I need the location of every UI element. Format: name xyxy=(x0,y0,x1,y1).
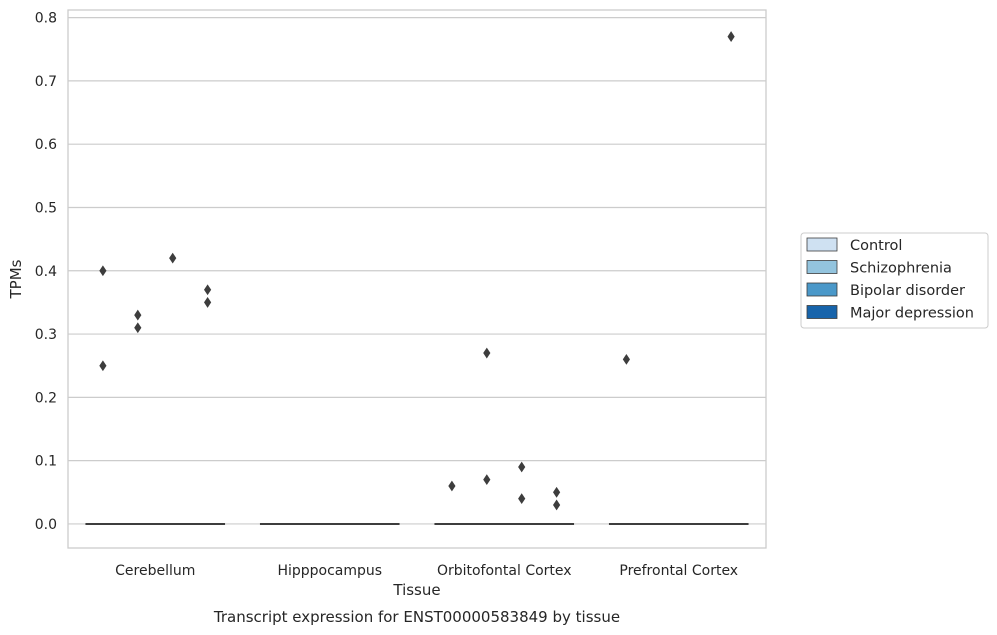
chart-caption: Transcript expression for ENST0000058384… xyxy=(213,608,620,626)
legend-swatch xyxy=(806,282,838,297)
legend-swatch xyxy=(806,237,838,252)
outlier-point xyxy=(134,322,142,334)
x-tick-labels: Cerebellum Hipppocampus Orbitofontal Corte… xyxy=(115,563,738,579)
outlier-point xyxy=(518,493,526,505)
y-tick-label: 0.6 xyxy=(35,137,57,153)
x-axis-title: Tissue xyxy=(392,581,440,599)
outlier-point xyxy=(204,297,212,308)
legend: Control Schizophrenia Bipolar disorder Majo… xyxy=(800,232,989,329)
outlier-point xyxy=(483,347,491,359)
plot-background xyxy=(68,10,766,548)
y-tick-label: 0.8 xyxy=(35,11,57,27)
outlier-point xyxy=(727,31,735,42)
x-tick-label: Orbitofontal Cortex xyxy=(437,563,572,579)
outlier-point xyxy=(553,499,561,511)
outlier-point xyxy=(169,252,177,264)
y-tick-label: 0.0 xyxy=(35,517,57,533)
legend-label: Major depression xyxy=(850,306,974,322)
y-tick-labels: 0.0 0.1 0.2 0.3 0.4 0.5 0.6 0.7 0.8 xyxy=(35,11,57,533)
y-axis-title: TPMs xyxy=(7,259,25,299)
outlier-point xyxy=(204,284,212,296)
x-tick-label: Hipppocampus xyxy=(277,563,382,579)
outlier-point xyxy=(483,474,491,486)
outlier-point xyxy=(553,486,561,498)
y-tick-label: 0.7 xyxy=(35,74,57,90)
y-tick-label: 0.5 xyxy=(35,200,57,216)
outlier-point xyxy=(518,461,526,473)
outlier-point xyxy=(99,360,107,372)
grid-lines xyxy=(68,16,766,525)
legend-label: Schizophrenia xyxy=(850,261,952,277)
outlier-point xyxy=(134,309,142,321)
x-tick-label: Cerebellum xyxy=(115,563,195,579)
legend-label: Bipolar disorder xyxy=(850,283,965,299)
y-tick-label: 0.3 xyxy=(35,327,57,343)
outlier-point xyxy=(448,480,456,492)
y-tick-label: 0.4 xyxy=(35,264,57,280)
x-tick-label: Prefrontal Cortex xyxy=(619,563,738,579)
legend-label: Control xyxy=(850,238,902,254)
legend-swatch xyxy=(806,305,838,319)
y-tick-label: 0.2 xyxy=(35,390,57,406)
outlier-point xyxy=(99,265,107,277)
outlier-points xyxy=(99,31,735,511)
y-tick-label: 0.1 xyxy=(35,454,57,470)
outlier-point xyxy=(622,353,630,365)
legend-swatch xyxy=(806,260,838,274)
plot-frame xyxy=(67,9,767,549)
legend-frame xyxy=(800,232,989,329)
